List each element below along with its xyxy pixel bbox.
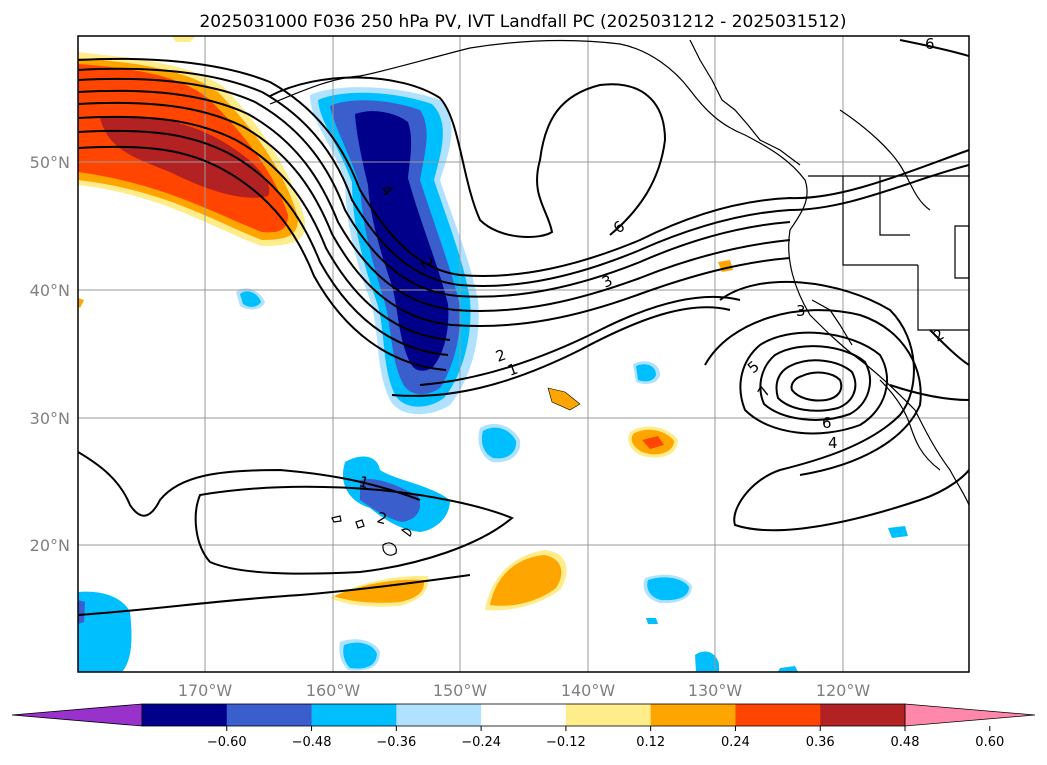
contour-label: 6 (925, 35, 935, 53)
colorbar-segment (481, 704, 567, 726)
colorbar-tick-label: 0.36 (806, 735, 835, 750)
colorbar-extension-high (904, 703, 1036, 727)
lon-label: 120°W (816, 681, 871, 700)
lon-label: 160°W (306, 681, 361, 700)
colorbar-tick-label: −0.60 (207, 735, 247, 750)
colorbar-segment (226, 704, 313, 726)
latitude-labels: 50°N 40°N 30°N 20°N (30, 153, 70, 555)
colorbar-tick-label: −0.36 (376, 735, 416, 750)
coastlines (269, 39, 969, 556)
pv-negative-shading (78, 87, 908, 672)
map-frame (77, 35, 970, 673)
colorbar-tick-label: −0.24 (461, 735, 501, 750)
colorbar-segment (396, 704, 482, 726)
lat-label: 20°N (30, 536, 70, 555)
lat-label: 50°N (30, 153, 70, 172)
colorbar-tick-label: −0.12 (546, 735, 586, 750)
colorbar-extension-low (11, 703, 143, 727)
map-title: 2025031000 F036 250 hPa PV, IVT Landfall… (199, 12, 846, 32)
colorbar-tick-label: −0.48 (292, 735, 332, 750)
colorbar-segment (311, 704, 397, 726)
contour-label: 3 (796, 302, 806, 320)
colorbar-segment (650, 704, 736, 726)
colorbar-segment (565, 704, 652, 726)
contour-lines (78, 39, 969, 616)
lat-label: 40°N (30, 281, 70, 300)
longitude-labels: 170°W 160°W 150°W 140°W 130°W 120°W (178, 681, 871, 700)
colorbar-segment (735, 704, 821, 726)
colorbar-frame (141, 703, 906, 727)
contour-label: 4 (828, 434, 838, 452)
map-panel: 6 3 2 1 4 2 3 5 7 6 4 1 2 6 2 (78, 35, 969, 672)
lon-label: 170°W (178, 681, 233, 700)
colorbar-tick-label: 0.60 (975, 735, 1004, 750)
colorbar-segment (820, 704, 906, 726)
colorbar-tick-label: 0.12 (636, 735, 665, 750)
colorbar: −0.60 −0.48 −0.36 −0.24 −0.12 0.12 0.24 0.36 0.4… (11, 703, 1036, 750)
lon-label: 130°W (688, 681, 743, 700)
contour-label: 2 (375, 508, 389, 528)
graticule (78, 36, 969, 672)
lat-label: 30°N (30, 409, 70, 428)
contour-label: 6 (822, 414, 832, 432)
contour-label: 1 (357, 472, 371, 492)
colorbar-tick-label: 0.24 (721, 735, 750, 750)
lon-label: 150°W (433, 681, 488, 700)
colorbar-tick-label: 0.48 (891, 735, 920, 750)
colorbar-segment (142, 704, 228, 726)
lon-label: 140°W (561, 681, 616, 700)
